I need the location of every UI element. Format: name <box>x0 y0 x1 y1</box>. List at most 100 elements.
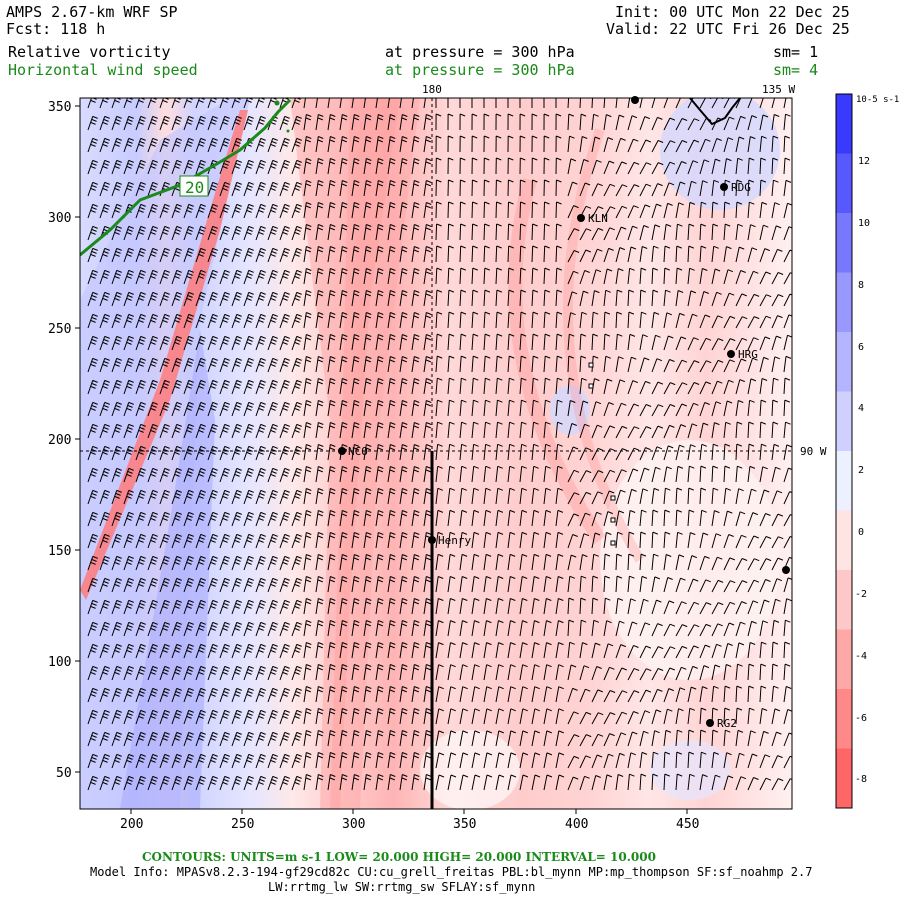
colorbar-tick: -2 <box>855 589 867 600</box>
wind-barb <box>735 379 745 395</box>
wind-barb <box>183 159 194 175</box>
y-tick: 150 <box>48 544 71 559</box>
wind-barb <box>363 268 372 285</box>
wind-barb <box>171 775 182 791</box>
wind-barb <box>639 668 652 681</box>
wind-barb <box>603 402 614 417</box>
wind-barb <box>159 269 170 285</box>
wind-barb <box>483 245 490 263</box>
wind-barb <box>87 621 98 637</box>
wind-barb <box>399 752 408 769</box>
wind-barb <box>675 382 688 395</box>
wind-barb <box>483 730 492 747</box>
wind-barb <box>243 533 254 549</box>
wind-barb <box>447 553 456 571</box>
wind-barb <box>159 599 170 615</box>
wind-barb <box>99 643 110 659</box>
wind-barb <box>219 225 230 241</box>
wind-barb <box>459 377 467 395</box>
wind-barb <box>159 687 170 703</box>
wind-barb <box>375 246 384 263</box>
wind-barb <box>315 488 324 505</box>
wind-barb <box>231 269 242 285</box>
wind-barb <box>207 115 218 131</box>
wind-barb <box>615 137 626 153</box>
wind-barb <box>495 553 504 571</box>
wind-barb <box>675 181 686 197</box>
wind-barb <box>255 423 266 439</box>
wind-barb <box>99 247 110 263</box>
wind-barb <box>99 731 110 747</box>
wind-barb <box>555 311 563 329</box>
wind-barb <box>471 465 479 483</box>
wind-barb <box>627 184 640 197</box>
wind-barb <box>171 291 182 307</box>
wind-barb <box>267 203 278 219</box>
wind-barbs <box>87 98 792 791</box>
wind-barb <box>351 202 360 219</box>
wind-barb <box>375 576 384 593</box>
wind-barb <box>687 402 699 417</box>
wind-barb <box>759 558 772 571</box>
wind-barb <box>759 536 772 549</box>
wind-barb <box>759 157 766 175</box>
wind-barb <box>579 533 590 549</box>
wind-barb <box>279 731 290 747</box>
wind-barb <box>171 137 182 153</box>
wind-barb <box>483 664 492 681</box>
wind-barb <box>603 268 613 285</box>
wind-barb <box>339 620 348 637</box>
wind-barb <box>711 729 719 747</box>
wind-barb <box>579 290 589 307</box>
wind-barb <box>111 203 122 219</box>
wind-barb <box>123 269 134 285</box>
wind-barb <box>387 620 396 637</box>
wind-barb <box>387 444 396 461</box>
wind-barb <box>555 774 565 791</box>
wind-barb <box>699 223 706 241</box>
wind-barb <box>639 404 652 417</box>
wind-barb <box>567 113 574 131</box>
wind-barb <box>339 202 348 219</box>
wind-barb <box>291 775 302 791</box>
wind-barb <box>579 423 590 439</box>
wind-barb <box>195 445 206 461</box>
wind-barb <box>471 642 480 659</box>
wind-barb <box>267 98 277 109</box>
wind-barb <box>723 359 735 373</box>
wind-barb <box>471 421 479 439</box>
wind-barb <box>507 289 515 307</box>
wind-barb <box>483 311 491 329</box>
wind-barb <box>315 378 324 395</box>
wind-barb <box>579 619 587 637</box>
wind-barb <box>435 509 444 527</box>
wind-barb <box>447 201 454 219</box>
wind-barb <box>303 378 312 395</box>
wind-barb <box>639 139 651 153</box>
wind-barb <box>255 467 266 483</box>
wind-barb <box>723 729 731 747</box>
x-tick: 350 <box>453 817 476 832</box>
wind-barb <box>411 334 420 351</box>
wind-barb <box>315 422 324 439</box>
wind-barb <box>771 557 784 571</box>
wind-barb <box>591 575 599 593</box>
wind-barb <box>411 664 420 681</box>
wind-barb <box>219 489 230 505</box>
wind-barb <box>759 730 769 747</box>
wind-barb <box>183 379 194 395</box>
lon-label-180: 180 <box>422 83 442 96</box>
wind-barb <box>543 98 545 108</box>
wind-barb <box>351 422 360 439</box>
wind-barb <box>291 511 302 527</box>
wind-barb <box>315 598 324 615</box>
wind-barb <box>435 289 443 307</box>
wind-barb <box>99 753 110 769</box>
wind-barb <box>387 686 396 703</box>
wind-barb <box>495 642 504 659</box>
wind-barb <box>711 443 719 461</box>
wind-barb <box>351 686 360 703</box>
wind-barb <box>783 619 791 637</box>
wind-barb <box>675 267 683 285</box>
wind-barb <box>747 115 757 131</box>
